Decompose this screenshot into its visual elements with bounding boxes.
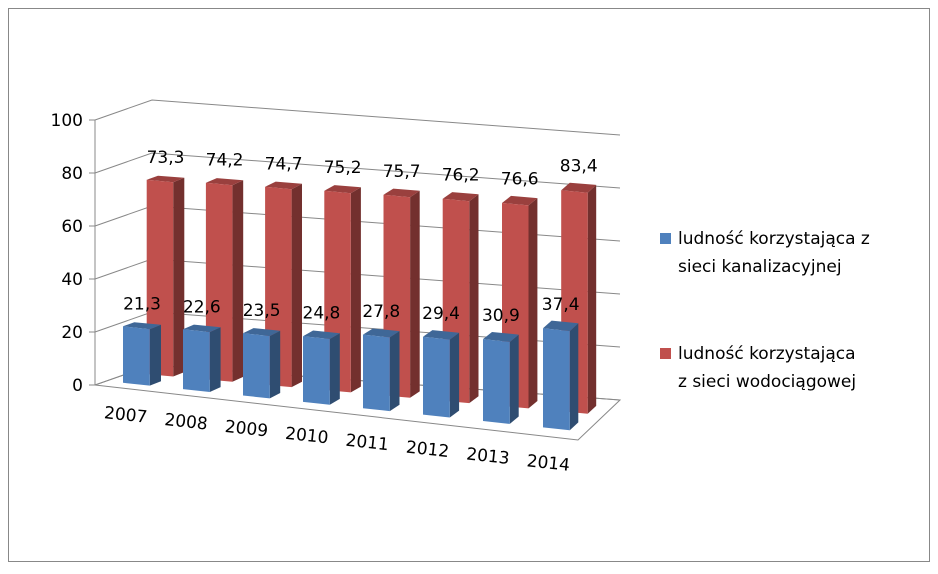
y-tick-label: 40 [61, 270, 83, 290]
y-tick-label: 60 [61, 217, 83, 237]
x-tick-label: 2012 [405, 438, 450, 462]
x-tick-label: 2007 [103, 403, 148, 427]
bar-side [528, 198, 538, 409]
bar-side [469, 194, 479, 404]
value-label: 75,7 [383, 162, 421, 182]
y-tick-label: 0 [72, 376, 83, 396]
bar [303, 336, 330, 405]
legend-label: ludność korzystająca z sieci kanalizacyj… [678, 229, 870, 277]
legend-label: ludność korzystająca z sieci wodociągowe… [678, 344, 857, 392]
bar-side [149, 324, 161, 386]
bar-top [483, 332, 519, 342]
bar-top [183, 324, 221, 333]
bar-top [502, 195, 538, 206]
bar-top [423, 330, 460, 340]
value-label: 22,6 [183, 297, 221, 317]
grid-line [94, 152, 621, 189]
x-tick-label: 2008 [164, 410, 209, 434]
value-label: 74,7 [265, 154, 303, 174]
bar-side [329, 333, 340, 405]
bar [483, 339, 510, 424]
value-label: 21,3 [123, 295, 161, 315]
bar [423, 336, 450, 418]
value-label: 24,8 [303, 304, 341, 324]
x-tick-label: 2009 [224, 417, 269, 441]
x-tick-label: 2013 [465, 445, 510, 469]
y-tick-label: 80 [61, 164, 83, 184]
x-tick-label: 2011 [345, 431, 390, 455]
value-label: 29,4 [422, 304, 460, 324]
value-label: 75,2 [324, 158, 362, 178]
legend-item: ludność korzystająca z sieci wodociągowe… [660, 340, 895, 396]
bar-side [389, 331, 400, 412]
bar-side [410, 190, 420, 398]
bar-top [363, 328, 400, 338]
value-label: 76,6 [501, 170, 539, 190]
bar-side [269, 330, 281, 399]
bar-side [232, 180, 244, 382]
legend-swatch [660, 348, 671, 359]
grid-line [94, 99, 621, 136]
value-label: 73,3 [147, 148, 185, 168]
bar-top [123, 322, 161, 330]
bar-side [350, 187, 361, 393]
value-label: 83,4 [560, 157, 598, 177]
x-tick-label: 2010 [284, 424, 329, 448]
bar-side [509, 334, 519, 424]
bar-top [442, 192, 479, 202]
x-tick-label: 2014 [526, 451, 571, 475]
bar-side [291, 183, 302, 388]
bar-top [243, 328, 281, 337]
bar-side [569, 323, 579, 431]
bar-top [265, 181, 302, 190]
bar-top [543, 320, 579, 332]
bar [123, 326, 150, 386]
value-label: 27,8 [362, 302, 400, 322]
legend-item: ludność korzystająca z sieci kanalizacyj… [660, 225, 895, 281]
y-tick-label: 100 [51, 111, 83, 131]
chart-border [8, 8, 930, 562]
value-label: 23,5 [243, 301, 281, 321]
bar-top [146, 175, 185, 183]
value-label: 74,2 [206, 151, 244, 171]
bar-top [205, 178, 244, 186]
bar-top [324, 185, 361, 194]
bar [183, 329, 210, 392]
bar-side [587, 184, 597, 414]
bar-top [383, 188, 420, 198]
legend-swatch [660, 233, 671, 244]
bar-side [173, 177, 185, 377]
bar-top [561, 182, 597, 193]
bar [363, 334, 390, 412]
bar-side [449, 332, 460, 418]
value-label: 30,9 [482, 306, 520, 326]
bar-top [303, 330, 340, 339]
value-label: 37,4 [542, 295, 580, 315]
y-tick-label: 20 [61, 323, 83, 343]
value-label: 76,2 [442, 166, 480, 186]
bar [543, 328, 570, 431]
bar-side [209, 327, 221, 392]
bar [243, 333, 270, 399]
